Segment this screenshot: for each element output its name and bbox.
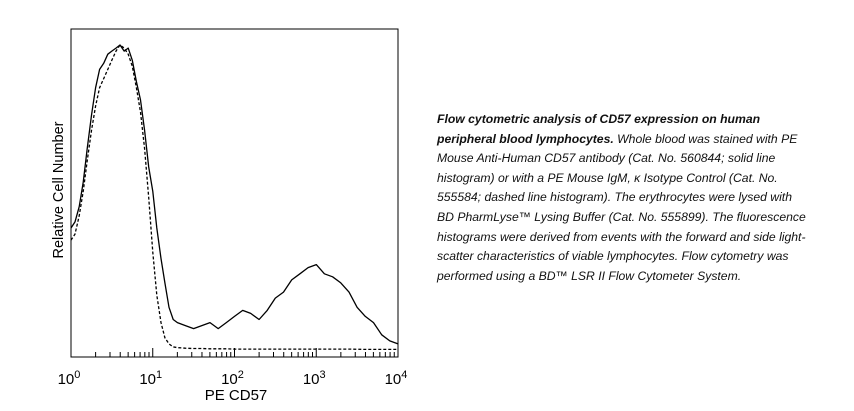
x-tick-label: 100: [58, 369, 81, 388]
axis-ticks: [70, 348, 399, 357]
figure-caption: Flow cytometric analysis of CD57 express…: [437, 110, 809, 286]
x-axis-label: PE CD57: [205, 387, 268, 404]
histogram-series: [70, 44, 399, 351]
x-tick-label: 103: [303, 369, 326, 388]
caption-body: Whole blood was stained with PE Mouse An…: [437, 131, 806, 283]
x-tick-labels: 100 101 102 103 104: [58, 369, 408, 388]
caption-lead: Flow cytometric analysis of CD57 express…: [437, 112, 761, 146]
plot-frame: [70, 28, 399, 358]
x-tick-label: 102: [221, 369, 244, 388]
isotype-control-histogram: [70, 44, 398, 351]
x-tick-label: 101: [139, 369, 162, 388]
y-axis-label: Relative Cell Number: [51, 121, 67, 258]
cd57-histogram: [70, 44, 399, 345]
x-tick-label: 104: [385, 369, 408, 388]
